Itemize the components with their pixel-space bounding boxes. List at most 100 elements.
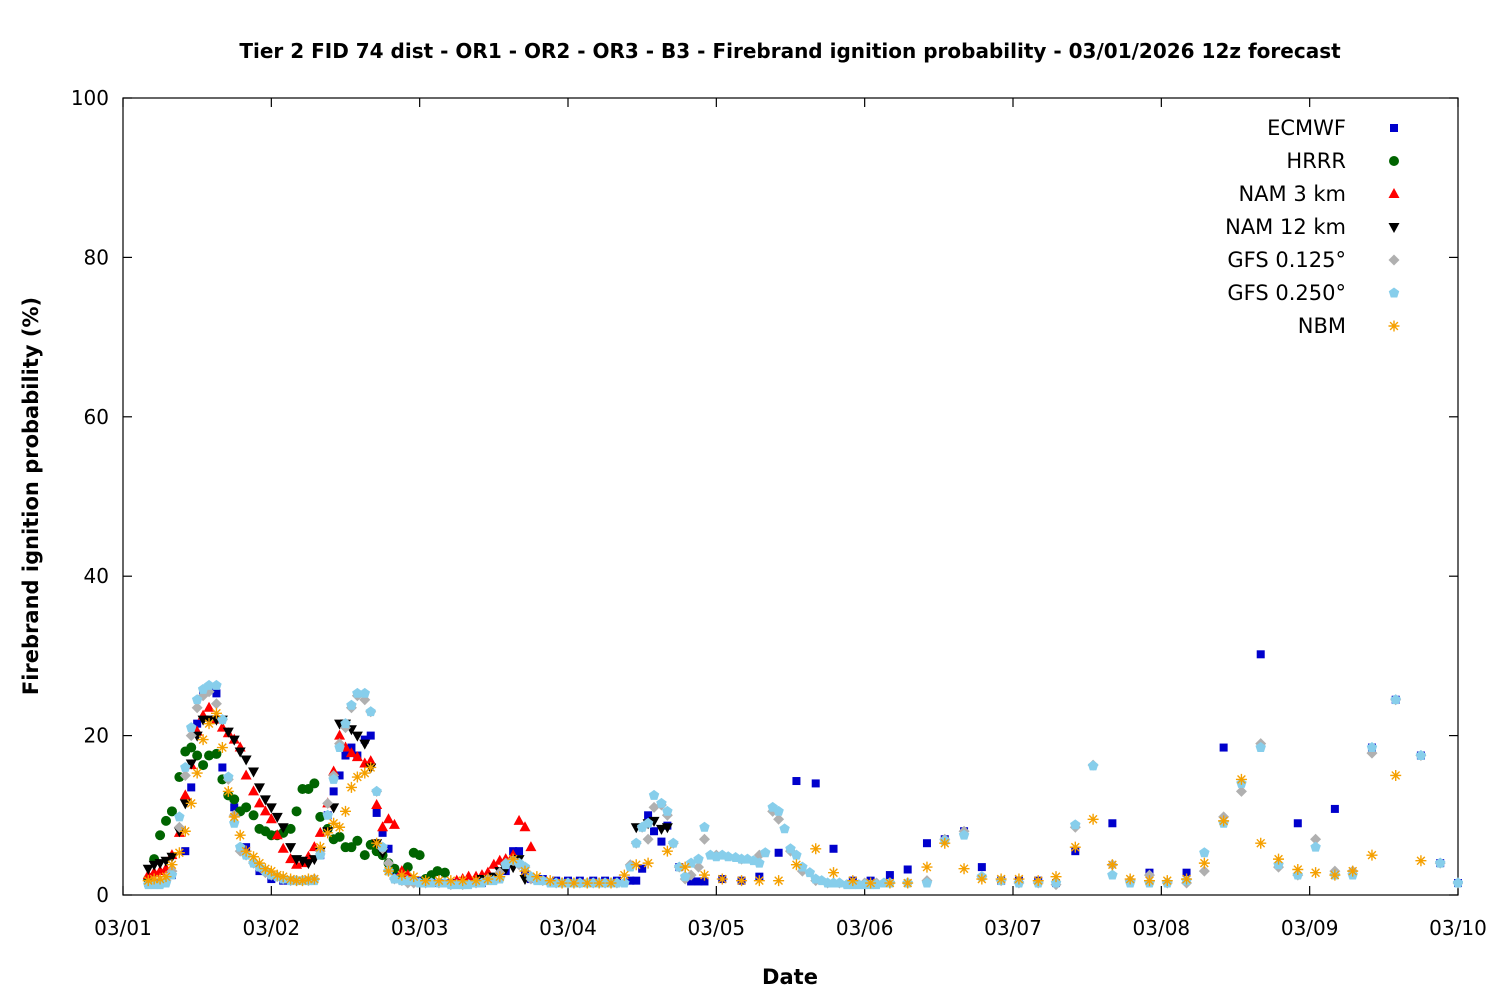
y-tick-label: 0	[96, 883, 109, 907]
data-point-nbm	[1415, 855, 1427, 867]
data-point-nbm	[568, 877, 580, 889]
series-gfs-0-250	[142, 679, 1463, 890]
data-point-nam-3-km	[513, 814, 525, 825]
data-point-nbm	[1032, 875, 1044, 887]
legend-marker-nam-12-km	[1388, 223, 1400, 233]
data-point-gfs-0-250	[631, 837, 642, 848]
data-point-nbm	[976, 873, 988, 885]
data-point-nbm	[556, 877, 568, 889]
data-point-nam-3-km	[388, 818, 400, 829]
data-point-nam-12-km	[154, 859, 166, 870]
data-point-nbm	[698, 869, 710, 881]
data-point-gfs-0-125	[693, 861, 705, 873]
data-point-gfs-0-250	[315, 849, 326, 860]
data-point-nbm	[593, 877, 605, 889]
data-point-nam-3-km	[371, 798, 383, 809]
data-point-gfs-0-250	[180, 761, 191, 772]
data-point-nbm	[302, 873, 314, 885]
series-gfs-0-125	[148, 686, 1463, 891]
data-point-hrrr	[309, 778, 320, 789]
data-point-nam-12-km	[222, 727, 234, 738]
data-point-nbm	[148, 873, 160, 885]
series-ecmwf	[144, 650, 1462, 888]
data-point-ecmwf	[341, 751, 350, 760]
data-point-nbm	[1198, 857, 1210, 869]
data-point-gfs-0-250	[211, 679, 222, 690]
data-point-ecmwf	[515, 847, 524, 856]
data-point-gfs-0-250	[760, 847, 771, 858]
data-point-nbm	[618, 869, 630, 881]
data-point-gfs-0-250	[359, 687, 371, 698]
data-point-nam-3-km	[365, 755, 377, 766]
legend-marker-hrrr	[1389, 156, 1399, 166]
data-point-nbm	[166, 859, 178, 871]
data-point-nbm	[1329, 869, 1341, 881]
data-point-nbm	[160, 871, 172, 883]
data-point-nam-12-km	[228, 735, 240, 746]
legend-label-nam-3-km: NAM 3 km	[1238, 182, 1346, 206]
data-point-nam-12-km	[185, 759, 197, 770]
data-point-nam-12-km	[271, 812, 283, 823]
data-point-nam-12-km	[661, 823, 673, 834]
data-point-nam-12-km	[160, 856, 172, 867]
data-point-nbm	[507, 853, 519, 865]
legend-label-nam-12-km: NAM 12 km	[1225, 215, 1346, 239]
legend-marker-gfs-0-250	[1388, 287, 1400, 298]
data-point-nbm	[371, 837, 383, 849]
data-point-gfs-0-250	[371, 785, 382, 796]
data-point-ecmwf	[181, 847, 190, 856]
data-point-nbm	[790, 859, 802, 871]
y-tick-label: 60	[84, 405, 109, 429]
data-point-nam-12-km	[265, 803, 277, 814]
data-point-gfs-0-250	[779, 823, 790, 834]
data-point-ecmwf	[1182, 868, 1191, 877]
data-point-gfs-0-250	[328, 773, 339, 784]
data-point-nbm	[494, 871, 506, 883]
data-point-nbm	[1310, 867, 1322, 879]
x-tick-label: 03/10	[1429, 916, 1487, 940]
data-point-gfs-0-125	[698, 833, 710, 845]
data-point-gfs-0-250	[668, 837, 679, 848]
data-point-nam-3-km	[253, 797, 265, 808]
legend: ECMWF HRRR NAM 3 km NAM 12 km GFS 0.125° GFS …	[1225, 116, 1400, 338]
data-point-gfs-0-125	[773, 813, 785, 825]
data-point-gfs-0-125	[1310, 833, 1322, 845]
data-point-nam-3-km	[345, 747, 357, 758]
data-point-nbm	[179, 825, 191, 837]
data-point-gfs-0-250	[1452, 877, 1463, 888]
data-point-gfs-0-250	[958, 829, 970, 840]
data-point-ecmwf	[230, 803, 239, 812]
data-point-gfs-0-250	[754, 857, 765, 868]
data-point-gfs-0-250	[203, 679, 215, 690]
data-point-nbm	[328, 817, 340, 829]
data-point-nbm	[1218, 815, 1230, 827]
data-point-gfs-0-250	[656, 797, 667, 808]
data-point-nbm	[234, 829, 246, 841]
data-point-nbm	[396, 869, 408, 881]
data-point-nbm	[277, 871, 289, 883]
x-tick-label: 03/04	[539, 916, 597, 940]
data-point-nbm	[142, 875, 154, 887]
data-point-nbm	[383, 865, 395, 877]
data-point-gfs-0-125	[185, 730, 197, 742]
x-tick-label: 03/05	[688, 916, 746, 940]
data-point-ecmwf	[329, 787, 338, 796]
data-point-nbm	[519, 865, 531, 877]
data-point-ecmwf	[903, 865, 912, 874]
data-point-nbm	[716, 873, 728, 885]
data-point-ecmwf	[657, 837, 666, 846]
data-point-hrrr	[414, 850, 425, 861]
data-point-nbm	[1273, 853, 1285, 865]
data-point-ecmwf	[687, 877, 696, 886]
data-point-hrrr	[198, 760, 209, 771]
x-tick-label: 03/02	[243, 916, 301, 940]
data-point-gfs-0-250	[322, 809, 333, 820]
data-point-hrrr	[155, 830, 166, 841]
data-point-ecmwf	[626, 876, 635, 885]
data-point-nbm	[884, 877, 896, 889]
data-point-gfs-0-250	[352, 687, 363, 698]
data-point-nbm	[222, 785, 234, 797]
data-point-nam-3-km	[525, 841, 537, 852]
data-point-nbm	[1347, 865, 1359, 877]
